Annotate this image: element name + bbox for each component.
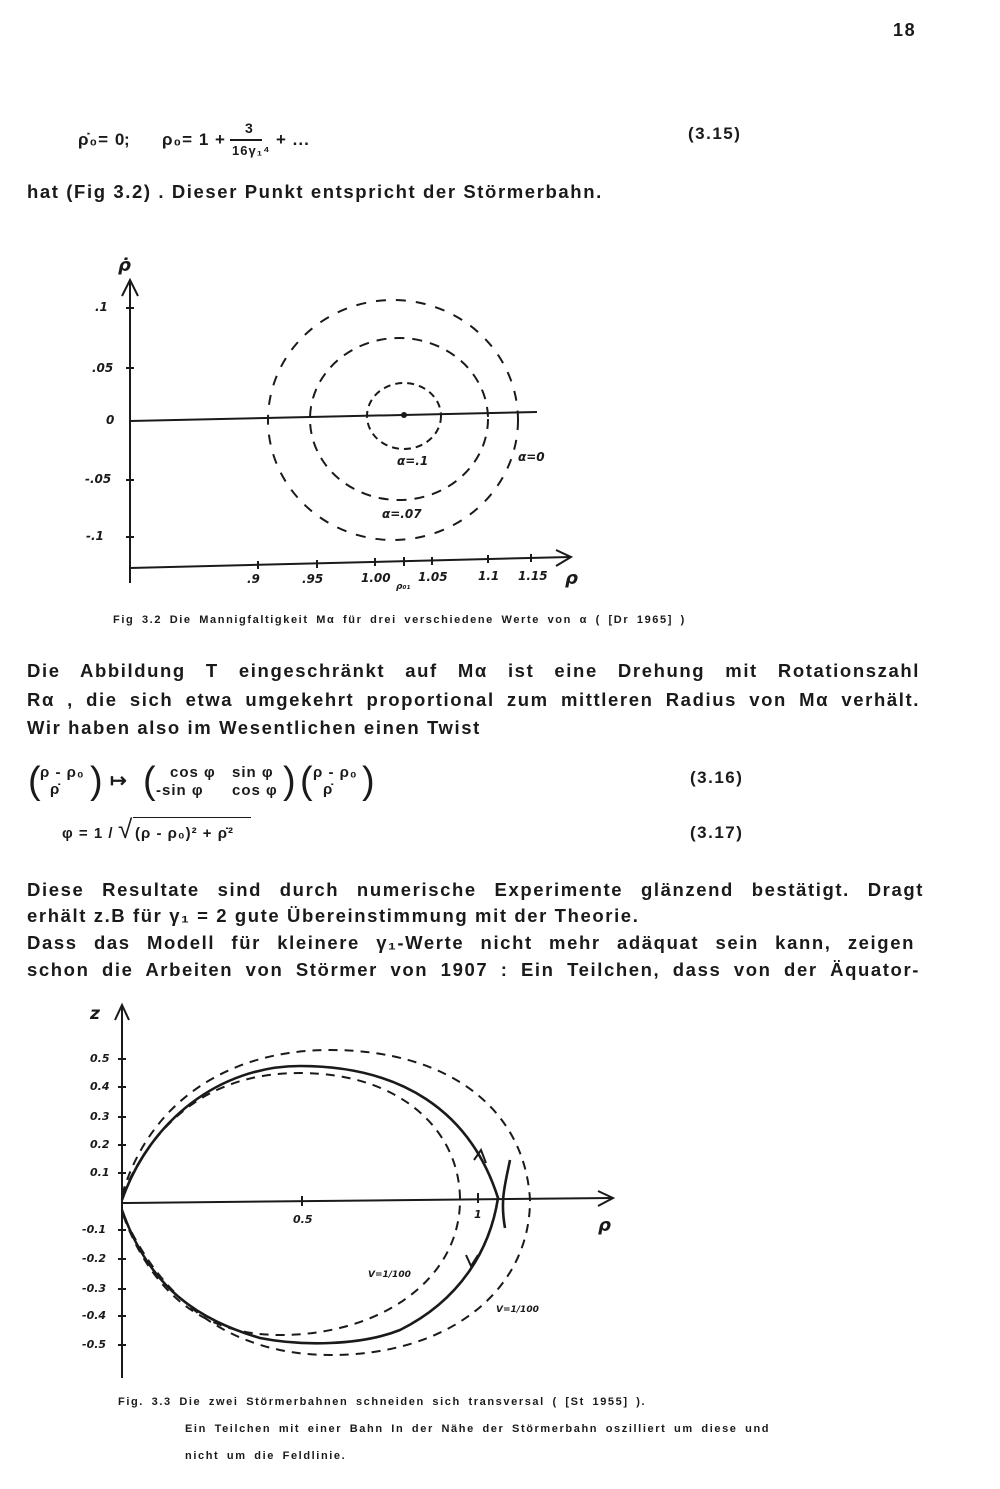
fig32-plot <box>121 277 574 583</box>
curve-alpha-0.07 <box>309 337 489 501</box>
dashed-orbit-outer <box>121 1048 532 1357</box>
x-axis-label: ρ <box>598 1215 611 1236</box>
x-tick-label: 1.15 <box>518 569 548 583</box>
y-tick-label: 0.5 <box>90 1052 110 1065</box>
text-line: erhält z.B für γ₁ = 2 gute Übereinstimmu… <box>27 905 640 926</box>
sqrt-sign: √ <box>118 814 134 844</box>
eq-lhs: φ = 1 / <box>62 825 114 842</box>
y-axis-label: ρ̇ <box>118 255 131 276</box>
eq-label: (3.15) <box>688 124 742 143</box>
figure-caption: Fig 3.2 Die Mannigfaltigkeit Mα für drei… <box>113 614 686 626</box>
vector-bottom: ρ̇ <box>50 781 61 798</box>
x-tick-label: 1 <box>474 1208 482 1221</box>
rho-axis-zero <box>129 411 538 422</box>
paren: ) <box>283 760 297 802</box>
x-tick-label: 0.5 <box>293 1213 313 1226</box>
vector-top: ρ - ρ₀ <box>313 764 358 781</box>
crossing-orbit-solid <box>501 1159 512 1229</box>
y-tick-label: -.05 <box>85 472 112 486</box>
radicand: (ρ - ρ₀)² + ρ̇² <box>135 825 235 842</box>
x-axis-arrow <box>555 549 574 567</box>
dashed-orbit-inner <box>121 1071 462 1337</box>
y-ticks <box>126 307 134 538</box>
curve-alpha-0.1 <box>366 382 442 450</box>
direction-arrow-down <box>465 1254 479 1269</box>
x-ticks <box>257 554 532 569</box>
figure-caption: Ein Teilchen mit einer Bahn In der Nähe … <box>185 1423 771 1435</box>
direction-arrow-up <box>473 1147 487 1164</box>
y-tick-label: -0.4 <box>82 1309 107 1322</box>
eq-label: (3.16) <box>690 768 744 787</box>
y-tick-label: -0.3 <box>82 1282 107 1295</box>
eq-rhs-end: + ... <box>276 130 310 149</box>
y-tick-label: -0.5 <box>82 1338 107 1351</box>
x-axis <box>121 1197 613 1204</box>
x-tick-label: 1.05 <box>418 570 448 584</box>
paren: ( <box>28 760 42 802</box>
vector-bottom: ρ̇ <box>323 781 334 798</box>
x-tick-label: 1.00 <box>361 571 391 585</box>
figure-caption: Fig. 3.3 Die zwei Störmerbahnen schneide… <box>118 1396 647 1408</box>
y-tick-label: 0.4 <box>90 1080 110 1093</box>
matrix-entry: sin φ <box>232 764 274 781</box>
text-line: Rα , die sich etwa umgekehrt proportiona… <box>27 689 920 710</box>
eq-separator: ; <box>124 130 131 149</box>
text-line: Dass das Modell für kleinere γ₁-Werte ni… <box>27 932 915 953</box>
stoermer-orbit-solid <box>120 1064 500 1345</box>
paren: ) <box>90 760 104 802</box>
x-tick-label: 1.1 <box>478 569 500 583</box>
maps-to-arrow: ↦ <box>110 770 128 792</box>
x-axis-arrow <box>597 1190 616 1207</box>
matrix-entry: cos φ <box>232 782 278 799</box>
eq-frac-den: 16γ₁⁴ <box>232 143 271 158</box>
figure-caption: nicht um die Feldlinie. <box>185 1450 347 1462</box>
sqrt-bar <box>133 817 251 818</box>
fixed-point <box>401 412 407 418</box>
y-tick-label: -0.1 <box>82 1223 107 1236</box>
eq-rhs-start: ρ₀= 1 + <box>162 130 226 149</box>
y-tick-label: 0 <box>106 413 115 427</box>
y-tick-label: -0.2 <box>82 1252 107 1265</box>
text-line: Wir haben also im Wesentlichen einen Twi… <box>27 717 481 738</box>
curve-label: α=0 <box>518 450 545 464</box>
y-tick-label: 0.2 <box>90 1138 110 1151</box>
text-line: Die Abbildung T eingeschränkt auf Mα ist… <box>27 660 920 681</box>
page-number: 18 <box>893 20 917 40</box>
fraction-bar <box>230 139 262 141</box>
eq-frac-num: 3 <box>245 120 254 136</box>
matrix-entry: -sin φ <box>156 782 204 799</box>
curve-label: V=1/100 <box>368 1270 411 1280</box>
paren: ( <box>143 760 157 802</box>
eq-label: (3.17) <box>690 823 744 842</box>
y-ticks <box>118 1058 126 1346</box>
center-label: ρ₀₁ <box>396 582 411 592</box>
x-axis <box>129 556 571 569</box>
y-axis-label: z <box>90 1004 100 1024</box>
text-line: schon die Arbeiten von Störmer von 1907 … <box>27 959 920 980</box>
curve-alpha-0 <box>267 299 519 541</box>
y-axis-arrow <box>121 277 139 297</box>
x-tick-label: .9 <box>247 572 260 586</box>
x-axis-label: ρ <box>565 568 578 589</box>
vector-top: ρ - ρ₀ <box>40 764 85 781</box>
paren: ) <box>362 760 376 802</box>
y-tick-label: 0.1 <box>90 1166 110 1179</box>
text-line: hat (Fig 3.2) . Dieser Punkt entspricht … <box>27 181 603 202</box>
text-line: Diese Resultate sind durch numerische Ex… <box>27 879 924 900</box>
y-tick-label: 0.3 <box>90 1110 110 1123</box>
matrix-entry: cos φ <box>170 764 216 781</box>
y-tick-label: .05 <box>92 361 114 375</box>
curve-label: V=1/100 <box>496 1305 539 1315</box>
y-axis-arrow <box>114 1002 130 1021</box>
x-ticks <box>301 1193 479 1206</box>
curve-label: α=.1 <box>397 454 429 468</box>
x-tick-label: .95 <box>302 572 324 586</box>
y-tick-label: .1 <box>95 300 108 314</box>
curve-label: α=.07 <box>382 507 422 521</box>
eq-lhs: ρ̇₀= 0 <box>78 130 126 149</box>
paren: ( <box>300 760 314 802</box>
y-tick-label: -.1 <box>86 529 104 543</box>
